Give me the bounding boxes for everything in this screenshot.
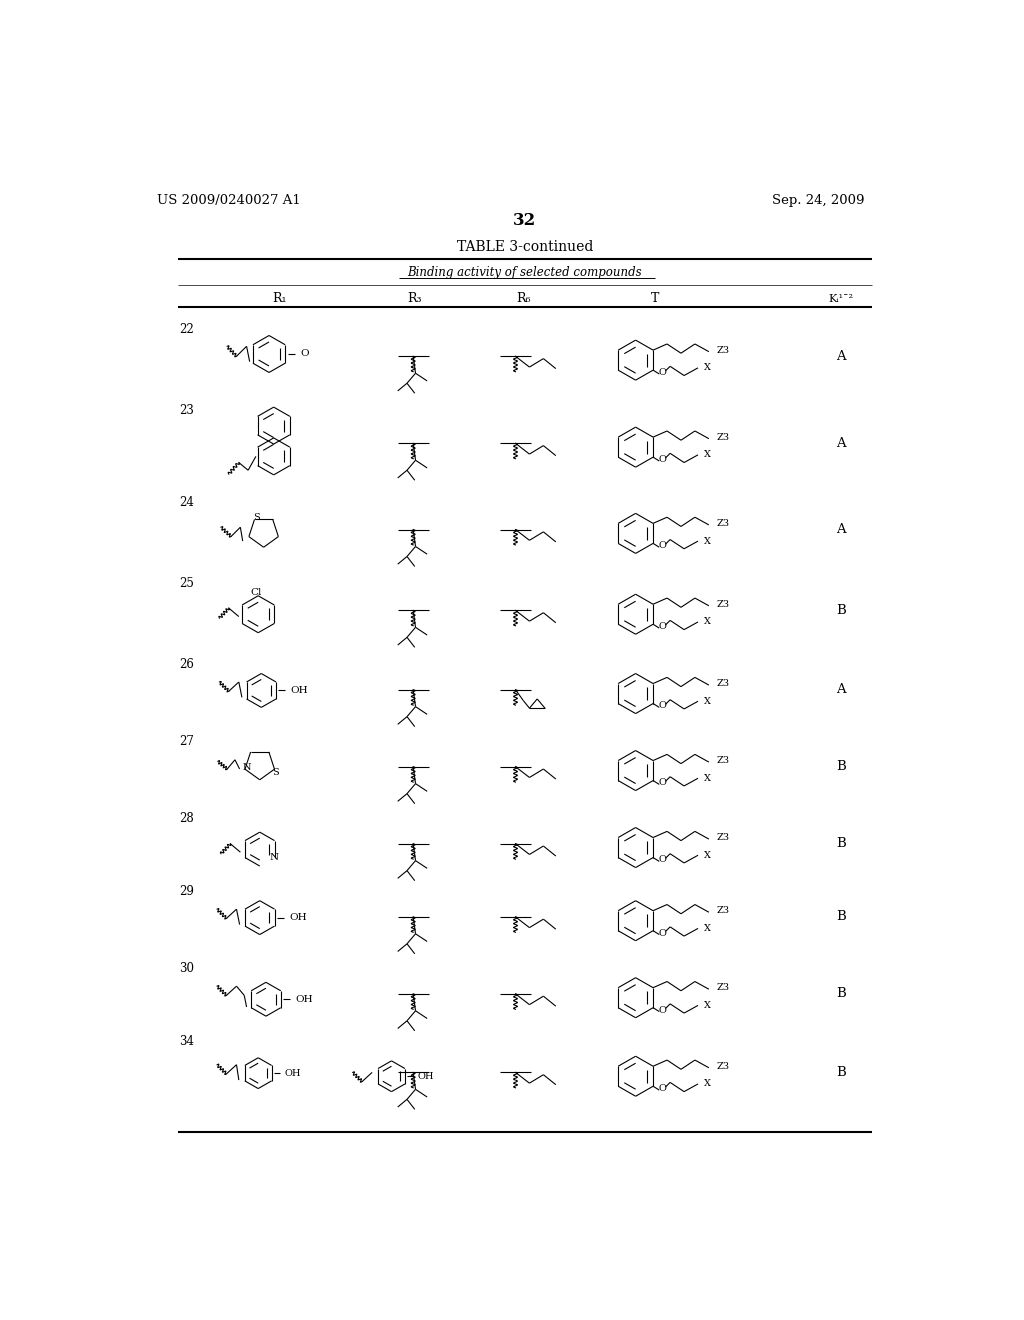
Text: T: T bbox=[651, 292, 659, 305]
Text: O: O bbox=[658, 855, 667, 865]
Text: US 2009/0240027 A1: US 2009/0240027 A1 bbox=[157, 194, 301, 207]
Text: OH: OH bbox=[285, 1069, 301, 1077]
Text: R₁: R₁ bbox=[272, 292, 287, 305]
Text: Z3: Z3 bbox=[717, 433, 730, 442]
Text: X: X bbox=[705, 924, 712, 933]
Text: O: O bbox=[658, 1006, 667, 1015]
Text: 30: 30 bbox=[178, 962, 194, 975]
Text: N: N bbox=[270, 853, 280, 862]
Text: R₃: R₃ bbox=[408, 292, 422, 305]
Text: X: X bbox=[705, 1080, 712, 1089]
Text: O: O bbox=[658, 928, 667, 937]
Text: Z3: Z3 bbox=[717, 983, 730, 993]
Text: 26: 26 bbox=[178, 657, 194, 671]
Text: 32: 32 bbox=[513, 211, 537, 228]
Text: 24: 24 bbox=[178, 496, 194, 510]
Text: A: A bbox=[837, 350, 846, 363]
Text: X: X bbox=[705, 450, 712, 459]
Text: A: A bbox=[837, 437, 846, 450]
Text: Kᵢ¹ˉ²: Kᵢ¹ˉ² bbox=[828, 293, 854, 304]
Text: 25: 25 bbox=[178, 577, 194, 590]
Text: TABLE 3-continued: TABLE 3-continued bbox=[457, 240, 593, 253]
Text: O: O bbox=[658, 1084, 667, 1093]
Text: B: B bbox=[837, 760, 846, 774]
Text: Z3: Z3 bbox=[717, 519, 730, 528]
Text: Z3: Z3 bbox=[717, 678, 730, 688]
Text: N: N bbox=[243, 763, 251, 772]
Text: Z3: Z3 bbox=[717, 756, 730, 766]
Text: B: B bbox=[837, 911, 846, 924]
Text: S: S bbox=[272, 768, 279, 777]
Text: Sep. 24, 2009: Sep. 24, 2009 bbox=[771, 194, 864, 207]
Text: O: O bbox=[658, 455, 667, 463]
Text: 34: 34 bbox=[178, 1035, 194, 1048]
Text: 29: 29 bbox=[178, 884, 194, 898]
Text: X: X bbox=[705, 363, 712, 372]
Text: S: S bbox=[253, 512, 259, 521]
Text: Z3: Z3 bbox=[717, 833, 730, 842]
Text: O: O bbox=[658, 622, 667, 631]
Text: Z3: Z3 bbox=[717, 346, 730, 355]
Text: Cl: Cl bbox=[251, 589, 262, 597]
Text: Z3: Z3 bbox=[717, 907, 730, 915]
Text: B: B bbox=[837, 1065, 846, 1078]
Text: X: X bbox=[705, 537, 712, 545]
Text: 23: 23 bbox=[178, 404, 194, 417]
Text: OH: OH bbox=[291, 686, 308, 694]
Text: R₆: R₆ bbox=[516, 292, 530, 305]
Text: O: O bbox=[658, 368, 667, 378]
Text: A: A bbox=[837, 523, 846, 536]
Text: O: O bbox=[658, 541, 667, 550]
Text: OH: OH bbox=[289, 913, 307, 923]
Text: X: X bbox=[705, 697, 712, 706]
Text: 27: 27 bbox=[178, 735, 194, 748]
Text: X: X bbox=[705, 1001, 712, 1010]
Text: X: X bbox=[705, 618, 712, 627]
Text: X: X bbox=[705, 851, 712, 859]
Text: O: O bbox=[658, 779, 667, 787]
Text: OH: OH bbox=[295, 995, 313, 1003]
Text: B: B bbox=[837, 987, 846, 1001]
Text: A: A bbox=[837, 684, 846, 696]
Text: Binding activity of selected compounds: Binding activity of selected compounds bbox=[408, 265, 642, 279]
Text: Z3: Z3 bbox=[717, 1061, 730, 1071]
Text: Z3: Z3 bbox=[717, 599, 730, 609]
Text: O: O bbox=[658, 701, 667, 710]
Text: 22: 22 bbox=[179, 323, 194, 335]
Text: X: X bbox=[705, 774, 712, 783]
Text: 28: 28 bbox=[179, 812, 194, 825]
Text: OH: OH bbox=[418, 1072, 434, 1081]
Text: B: B bbox=[837, 837, 846, 850]
Text: B: B bbox=[837, 603, 846, 616]
Text: O: O bbox=[300, 350, 308, 359]
